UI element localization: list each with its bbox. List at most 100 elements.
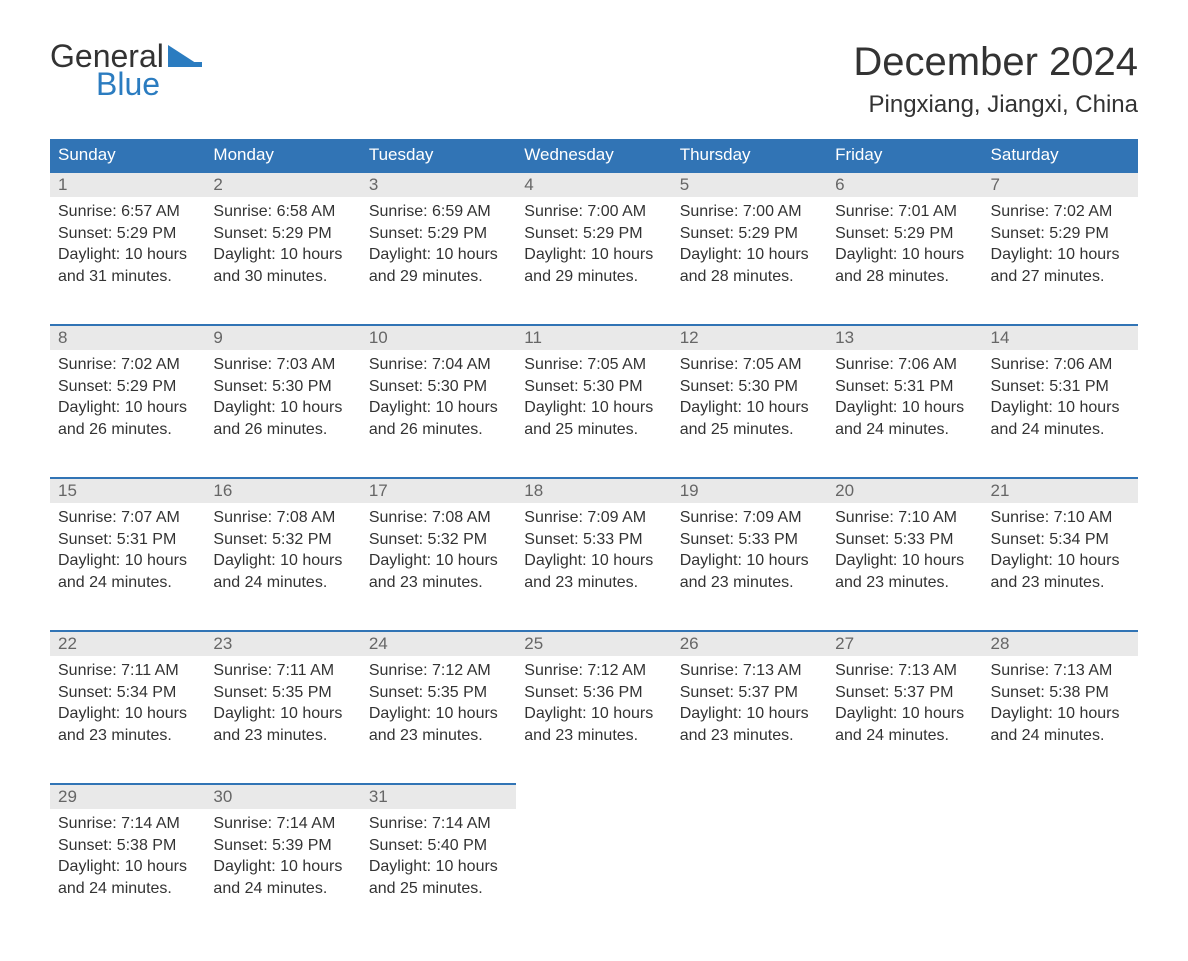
sunrise-text: Sunrise: 6:57 AM [58, 201, 197, 223]
weekday-header-row: SundayMondayTuesdayWednesdayThursdayFrid… [50, 139, 1138, 172]
sunrise-text: Sunrise: 7:09 AM [680, 507, 819, 529]
day-cell: Sunrise: 7:09 AMSunset: 5:33 PMDaylight:… [672, 503, 827, 615]
daylight-text: Daylight: 10 hours [835, 703, 974, 725]
day-cell: Sunrise: 6:57 AMSunset: 5:29 PMDaylight:… [50, 197, 205, 309]
daylight-text: Daylight: 10 hours [991, 244, 1130, 266]
day-cell: Sunrise: 7:05 AMSunset: 5:30 PMDaylight:… [672, 350, 827, 462]
day-number: 3 [361, 172, 516, 197]
day-cell: Sunrise: 7:13 AMSunset: 5:37 PMDaylight:… [672, 656, 827, 768]
sunset-text: Sunset: 5:36 PM [524, 682, 663, 704]
daylight-text-2: and 23 minutes. [524, 725, 663, 747]
day-cell: Sunrise: 7:11 AMSunset: 5:35 PMDaylight:… [205, 656, 360, 768]
sunset-text: Sunset: 5:35 PM [369, 682, 508, 704]
daylight-text: Daylight: 10 hours [524, 703, 663, 725]
day-number: 31 [361, 784, 516, 809]
day-number: 28 [983, 631, 1138, 656]
day-cell: Sunrise: 6:59 AMSunset: 5:29 PMDaylight:… [361, 197, 516, 309]
daylight-text: Daylight: 10 hours [213, 397, 352, 419]
sunrise-text: Sunrise: 7:12 AM [524, 660, 663, 682]
daylight-text-2: and 24 minutes. [835, 725, 974, 747]
daylight-text-2: and 26 minutes. [58, 419, 197, 441]
day-cell: Sunrise: 7:05 AMSunset: 5:30 PMDaylight:… [516, 350, 671, 462]
day-number: 23 [205, 631, 360, 656]
day-number [672, 784, 827, 809]
sunset-text: Sunset: 5:35 PM [213, 682, 352, 704]
daylight-text-2: and 25 minutes. [369, 878, 508, 900]
daylight-text: Daylight: 10 hours [991, 397, 1130, 419]
sunset-text: Sunset: 5:34 PM [58, 682, 197, 704]
sunrise-text: Sunrise: 7:14 AM [369, 813, 508, 835]
sunrise-text: Sunrise: 7:10 AM [835, 507, 974, 529]
day-cell: Sunrise: 7:12 AMSunset: 5:35 PMDaylight:… [361, 656, 516, 768]
logo-word2: Blue [50, 68, 202, 100]
day-cell: Sunrise: 7:06 AMSunset: 5:31 PMDaylight:… [827, 350, 982, 462]
daylight-text: Daylight: 10 hours [369, 397, 508, 419]
sunrise-text: Sunrise: 7:14 AM [58, 813, 197, 835]
sunrise-text: Sunrise: 7:02 AM [991, 201, 1130, 223]
daylight-text-2: and 24 minutes. [58, 572, 197, 594]
sunset-text: Sunset: 5:29 PM [213, 223, 352, 245]
weekday-header: Friday [827, 139, 982, 172]
sunset-text: Sunset: 5:29 PM [369, 223, 508, 245]
day-number: 5 [672, 172, 827, 197]
day-number-row: 891011121314 [50, 325, 1138, 350]
day-number: 19 [672, 478, 827, 503]
sunset-text: Sunset: 5:30 PM [524, 376, 663, 398]
sunset-text: Sunset: 5:39 PM [213, 835, 352, 857]
day-cell: Sunrise: 6:58 AMSunset: 5:29 PMDaylight:… [205, 197, 360, 309]
day-cell: Sunrise: 7:14 AMSunset: 5:39 PMDaylight:… [205, 809, 360, 921]
daylight-text: Daylight: 10 hours [835, 397, 974, 419]
day-number: 14 [983, 325, 1138, 350]
sunrise-text: Sunrise: 7:03 AM [213, 354, 352, 376]
day-cell: Sunrise: 7:13 AMSunset: 5:37 PMDaylight:… [827, 656, 982, 768]
day-number: 30 [205, 784, 360, 809]
daylight-text-2: and 24 minutes. [58, 878, 197, 900]
day-content-row: Sunrise: 7:14 AMSunset: 5:38 PMDaylight:… [50, 809, 1138, 921]
daylight-text: Daylight: 10 hours [524, 244, 663, 266]
day-cell: Sunrise: 7:00 AMSunset: 5:29 PMDaylight:… [672, 197, 827, 309]
sunset-text: Sunset: 5:37 PM [680, 682, 819, 704]
daylight-text: Daylight: 10 hours [369, 703, 508, 725]
daylight-text: Daylight: 10 hours [369, 856, 508, 878]
sunrise-text: Sunrise: 7:01 AM [835, 201, 974, 223]
sunrise-text: Sunrise: 7:11 AM [58, 660, 197, 682]
day-cell: Sunrise: 7:13 AMSunset: 5:38 PMDaylight:… [983, 656, 1138, 768]
sunrise-text: Sunrise: 7:08 AM [213, 507, 352, 529]
daylight-text-2: and 31 minutes. [58, 266, 197, 288]
daylight-text-2: and 23 minutes. [835, 572, 974, 594]
day-number: 8 [50, 325, 205, 350]
sunset-text: Sunset: 5:34 PM [991, 529, 1130, 551]
calendar-table: SundayMondayTuesdayWednesdayThursdayFrid… [50, 139, 1138, 921]
daylight-text-2: and 26 minutes. [213, 419, 352, 441]
day-content-row: Sunrise: 7:11 AMSunset: 5:34 PMDaylight:… [50, 656, 1138, 768]
day-number: 12 [672, 325, 827, 350]
daylight-text: Daylight: 10 hours [58, 550, 197, 572]
daylight-text: Daylight: 10 hours [58, 703, 197, 725]
daylight-text-2: and 24 minutes. [213, 572, 352, 594]
daylight-text: Daylight: 10 hours [524, 550, 663, 572]
day-number: 7 [983, 172, 1138, 197]
sunset-text: Sunset: 5:29 PM [680, 223, 819, 245]
day-number: 10 [361, 325, 516, 350]
day-number: 13 [827, 325, 982, 350]
daylight-text-2: and 23 minutes. [58, 725, 197, 747]
daylight-text: Daylight: 10 hours [58, 856, 197, 878]
daylight-text: Daylight: 10 hours [991, 703, 1130, 725]
day-cell: Sunrise: 7:10 AMSunset: 5:33 PMDaylight:… [827, 503, 982, 615]
daylight-text-2: and 23 minutes. [213, 725, 352, 747]
day-cell: Sunrise: 7:07 AMSunset: 5:31 PMDaylight:… [50, 503, 205, 615]
day-cell: Sunrise: 7:14 AMSunset: 5:40 PMDaylight:… [361, 809, 516, 921]
day-number-row: 22232425262728 [50, 631, 1138, 656]
day-cell: Sunrise: 7:03 AMSunset: 5:30 PMDaylight:… [205, 350, 360, 462]
day-cell: Sunrise: 7:00 AMSunset: 5:29 PMDaylight:… [516, 197, 671, 309]
day-number: 17 [361, 478, 516, 503]
day-number-row: 1234567 [50, 172, 1138, 197]
weekday-header: Thursday [672, 139, 827, 172]
day-cell: Sunrise: 7:08 AMSunset: 5:32 PMDaylight:… [361, 503, 516, 615]
daylight-text-2: and 24 minutes. [991, 725, 1130, 747]
week-separator [50, 768, 1138, 784]
daylight-text: Daylight: 10 hours [213, 244, 352, 266]
daylight-text-2: and 24 minutes. [991, 419, 1130, 441]
daylight-text-2: and 25 minutes. [680, 419, 819, 441]
daylight-text-2: and 24 minutes. [213, 878, 352, 900]
